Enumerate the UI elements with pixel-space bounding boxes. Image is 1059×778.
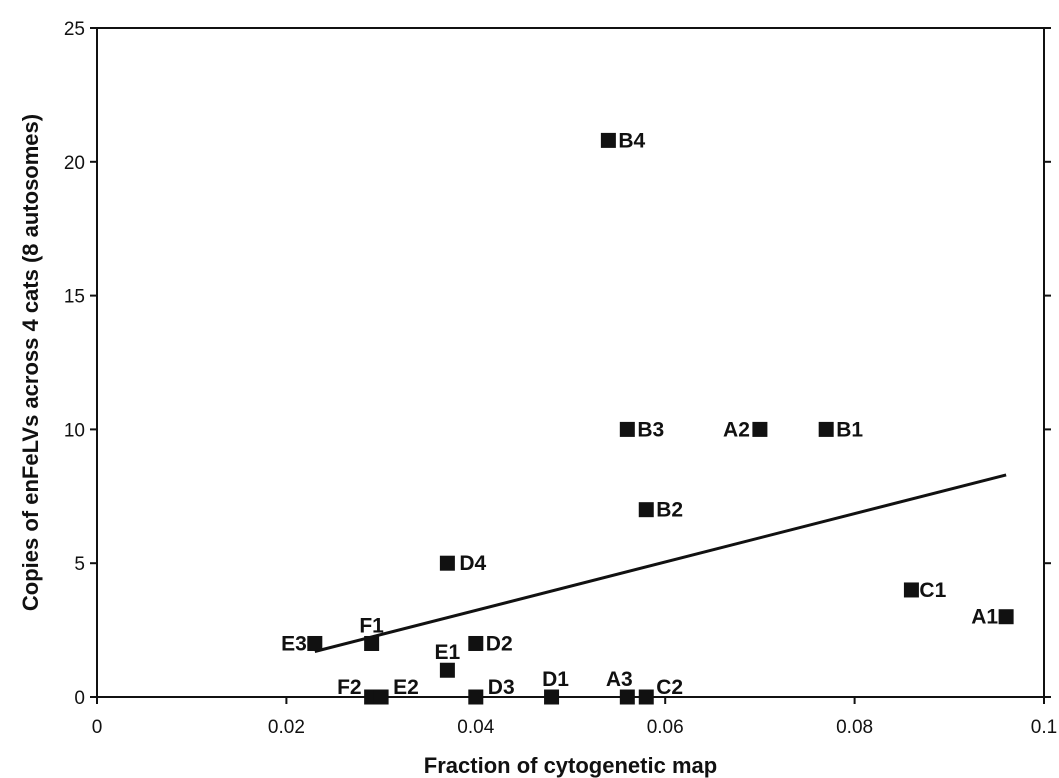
point-label-a3: A3	[606, 668, 633, 691]
data-point-e3	[307, 635, 323, 651]
y-tick-label: 20	[64, 153, 85, 174]
point-label-b4: B4	[618, 129, 645, 152]
data-point-a1	[998, 609, 1014, 625]
x-tick-label: 0.08	[836, 717, 873, 738]
data-point-d3	[468, 689, 484, 705]
data-point-a2	[752, 421, 768, 437]
point-label-c1: C1	[919, 579, 946, 602]
data-point-a3	[619, 689, 635, 705]
point-label-c2: C2	[656, 676, 683, 699]
x-tick-label: 0.1	[1031, 717, 1057, 738]
point-label-b1: B1	[836, 418, 863, 441]
point-label-e3: E3	[281, 632, 307, 655]
x-tick-label: 0.02	[268, 717, 305, 738]
trendline-group	[314, 473, 1007, 653]
data-point-c1	[903, 582, 919, 598]
trendline	[314, 473, 1007, 653]
point-label-d1: D1	[542, 668, 569, 691]
data-point-b1	[818, 421, 834, 437]
data-point-e1	[439, 662, 455, 678]
point-label-f2: F2	[337, 676, 362, 699]
point-label-d3: D3	[488, 676, 515, 699]
point-label-a1: A1	[971, 606, 998, 629]
y-tick-label: 5	[74, 554, 85, 575]
x-tick-label: 0.04	[457, 717, 494, 738]
y-tick-label: 0	[74, 688, 85, 709]
x-tick-label: 0	[92, 717, 103, 738]
data-point-c2	[638, 689, 654, 705]
data-point-b3	[619, 421, 635, 437]
point-label-e1: E1	[435, 641, 461, 664]
point-label-a2: A2	[723, 418, 750, 441]
tick-labels: 0 5 10 15 20 25 0 0.02 0.04 0.06 0.08 0.1	[64, 19, 1057, 738]
data-points	[307, 132, 1014, 705]
point-label-d4: D4	[459, 552, 486, 575]
point-label-b3: B3	[637, 418, 664, 441]
y-tick-label: 15	[64, 287, 85, 308]
point-label-f1: F1	[359, 614, 384, 637]
x-tick-label: 0.06	[647, 717, 684, 738]
data-point-d1	[544, 689, 560, 705]
x-axis-title: Fraction of cytogenetic map	[424, 753, 717, 778]
data-point-e2	[373, 689, 389, 705]
data-point-f1	[364, 635, 380, 651]
y-tick-label: 10	[64, 420, 85, 441]
point-label-e2: E2	[393, 676, 419, 699]
data-point-d2	[468, 635, 484, 651]
y-axis-title: Copies of enFeLVs across 4 cats (8 autos…	[18, 114, 43, 611]
data-point-d4	[439, 555, 455, 571]
point-label-b2: B2	[656, 499, 683, 522]
point-labels: B4 B3 A2 B1 B2 D4 C1 A1 E3 F1 D2 E1 F2 E2 D3 D1 A3 C2	[281, 129, 998, 699]
axes	[90, 27, 1051, 704]
point-label-d2: D2	[486, 632, 513, 655]
plot-frame	[96, 27, 1045, 698]
y-tick-label: 25	[64, 19, 85, 40]
data-point-b4	[600, 132, 616, 148]
data-point-b2	[638, 502, 654, 518]
